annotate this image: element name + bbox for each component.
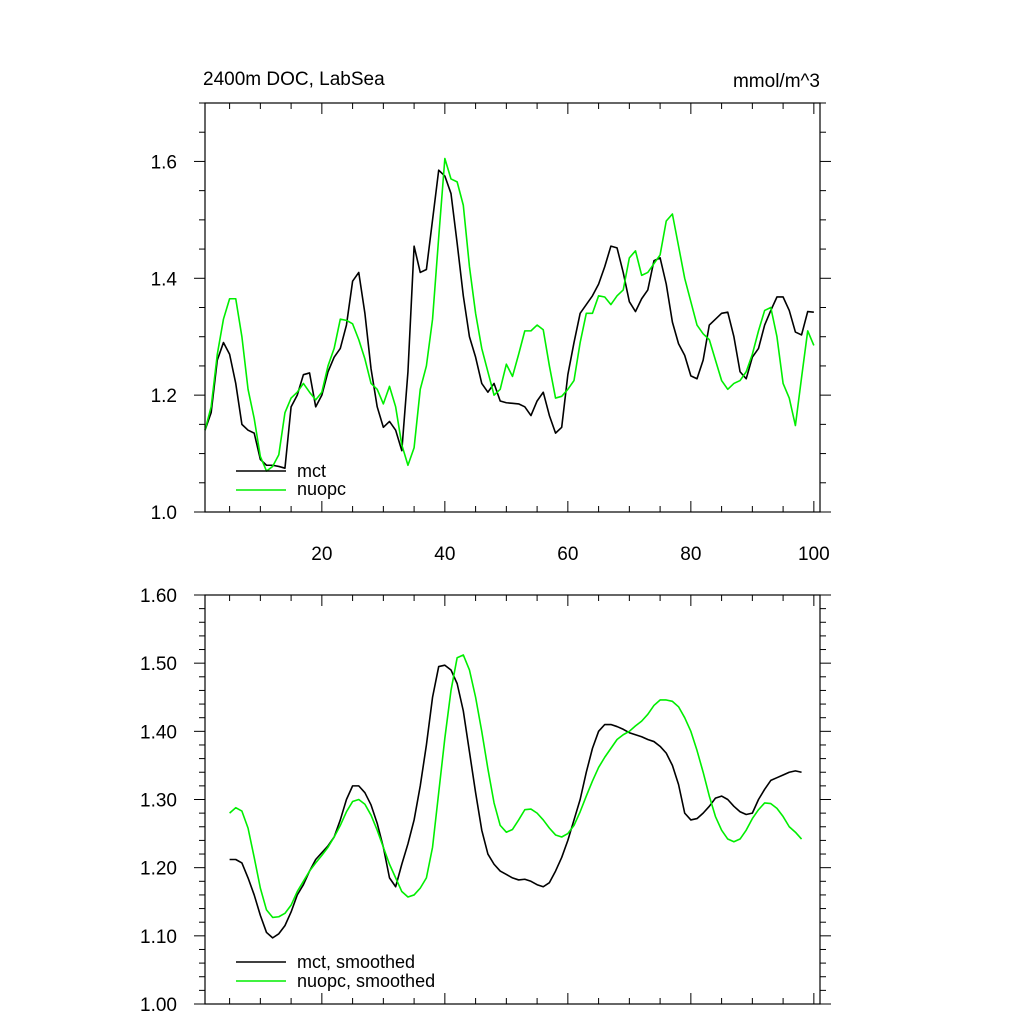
y-tick-label: 1.50 bbox=[140, 654, 177, 675]
y-tick-label: 1.20 bbox=[140, 859, 177, 880]
y-tick-label: 1.4 bbox=[151, 269, 178, 290]
bottom-chart: 1.00 1.10 1.20 1.30 1.40 1.50 1.60 mct, smooth… bbox=[140, 586, 831, 1016]
top-chart-series bbox=[204, 157, 815, 472]
top-chart-title: 2400m DOC, LabSea bbox=[203, 69, 385, 90]
top-chart-units: mmol/m^3 bbox=[733, 71, 820, 92]
top-chart: 2400m DOC, LabSea mmol/m^3 20 40 60 80 100 1.… bbox=[151, 69, 831, 565]
bottom-chart-frame bbox=[204, 594, 821, 1005]
series-line-mct bbox=[204, 169, 814, 469]
top-chart-ticks: 20 40 60 80 100 1.0 1.2 1.4 1.6 bbox=[151, 102, 831, 565]
y-tick-label: 1.00 bbox=[140, 995, 177, 1016]
legend-label-nuopc: nuopc bbox=[297, 479, 346, 499]
top-chart-frame bbox=[204, 102, 821, 513]
x-tick-label: 20 bbox=[311, 544, 332, 565]
y-tick-label: 1.2 bbox=[151, 386, 177, 407]
y-tick-label: 1.60 bbox=[140, 586, 177, 607]
series-line-nuopc bbox=[204, 157, 815, 472]
bottom-chart-legend: mct, smoothed nuopc, smoothed bbox=[236, 952, 435, 991]
bottom-chart-ticks: 1.00 1.10 1.20 1.30 1.40 1.50 1.60 bbox=[140, 586, 831, 1016]
y-tick-label: 1.0 bbox=[151, 503, 177, 524]
y-tick-label: 1.10 bbox=[140, 927, 177, 948]
series-line-nuopc-smoothed bbox=[229, 654, 803, 919]
top-chart-legend: mct nuopc bbox=[236, 461, 346, 499]
x-tick-label: 100 bbox=[798, 544, 830, 565]
x-tick-label: 40 bbox=[434, 544, 455, 565]
legend-label-nuopc-smoothed: nuopc, smoothed bbox=[297, 971, 435, 991]
y-tick-label: 1.30 bbox=[140, 791, 177, 812]
bottom-chart-series bbox=[229, 654, 803, 939]
y-tick-label: 1.40 bbox=[140, 722, 177, 743]
legend-label-mct-smoothed: mct, smoothed bbox=[297, 952, 415, 972]
y-tick-label: 1.6 bbox=[151, 152, 177, 173]
legend-label-mct: mct bbox=[297, 461, 326, 481]
x-tick-label: 80 bbox=[680, 544, 701, 565]
series-line-mct-smoothed bbox=[229, 664, 802, 939]
x-tick-label: 60 bbox=[557, 544, 578, 565]
